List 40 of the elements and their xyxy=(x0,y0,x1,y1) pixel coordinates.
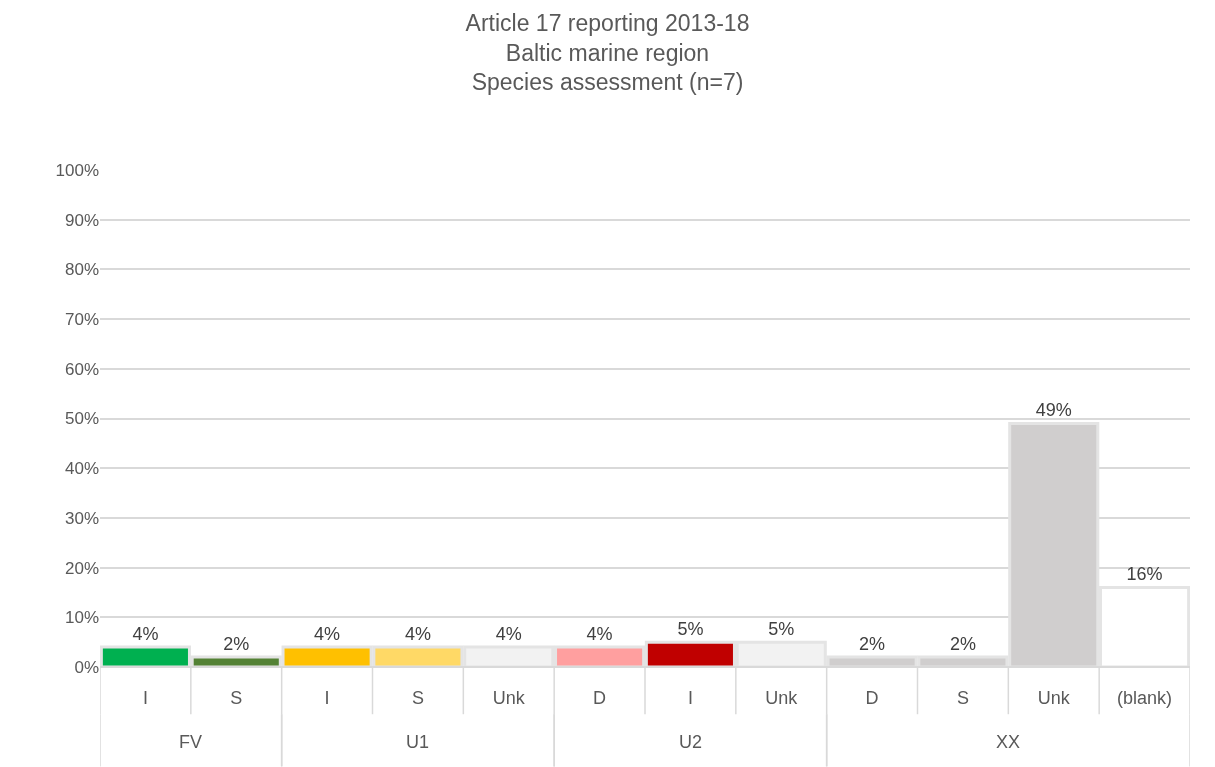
y-tick-label: 30% xyxy=(64,508,99,528)
y-tick-label: 50% xyxy=(64,409,99,429)
x-tick-label: (blank) xyxy=(1117,688,1173,708)
y-tick-label: 10% xyxy=(64,608,99,628)
text: XX xyxy=(996,732,1021,752)
y-tick-label: 70% xyxy=(64,310,99,330)
data-label: 2% xyxy=(859,634,886,655)
x-tick-label: D xyxy=(593,688,607,708)
y-tick-label: 90% xyxy=(64,210,99,230)
chart-title: Article 17 reporting 2013-18 Baltic marine region Species assessment (n=7) xyxy=(465,9,750,96)
y-tick-label: 60% xyxy=(64,359,99,379)
x-tick-label: S xyxy=(230,688,243,708)
x-tick-label: Unk xyxy=(765,688,799,708)
data-label: 16% xyxy=(1126,564,1163,585)
text: U2 xyxy=(679,732,703,752)
data-label: 49% xyxy=(1035,400,1072,421)
x-tick-label: I xyxy=(687,688,693,708)
x-tick-label: S xyxy=(411,688,424,708)
x-tick-label: I xyxy=(324,688,330,708)
data-label: 4% xyxy=(132,624,159,645)
data-label: 2% xyxy=(949,634,976,655)
data-label: 4% xyxy=(586,624,613,645)
data-label: 4% xyxy=(404,624,431,645)
text: FV xyxy=(179,732,203,752)
data-label: 5% xyxy=(768,619,795,640)
data-label: 5% xyxy=(677,619,704,640)
x-tick-label: Unk xyxy=(1037,688,1071,708)
text: U1 xyxy=(406,732,430,752)
y-tick-label: 0% xyxy=(74,657,99,677)
y-tick-label: 100% xyxy=(55,160,99,180)
data-label: 4% xyxy=(495,624,522,645)
x-tick-label: S xyxy=(956,688,969,708)
data-label: 4% xyxy=(314,624,341,645)
y-tick-label: 40% xyxy=(64,459,99,479)
y-tick-label: 20% xyxy=(64,558,99,578)
data-label: 2% xyxy=(223,634,250,655)
x-tick-label: Unk xyxy=(492,688,526,708)
y-tick-label: 80% xyxy=(64,260,99,280)
x-tick-label: D xyxy=(865,688,879,708)
x-tick-label: I xyxy=(142,688,148,708)
